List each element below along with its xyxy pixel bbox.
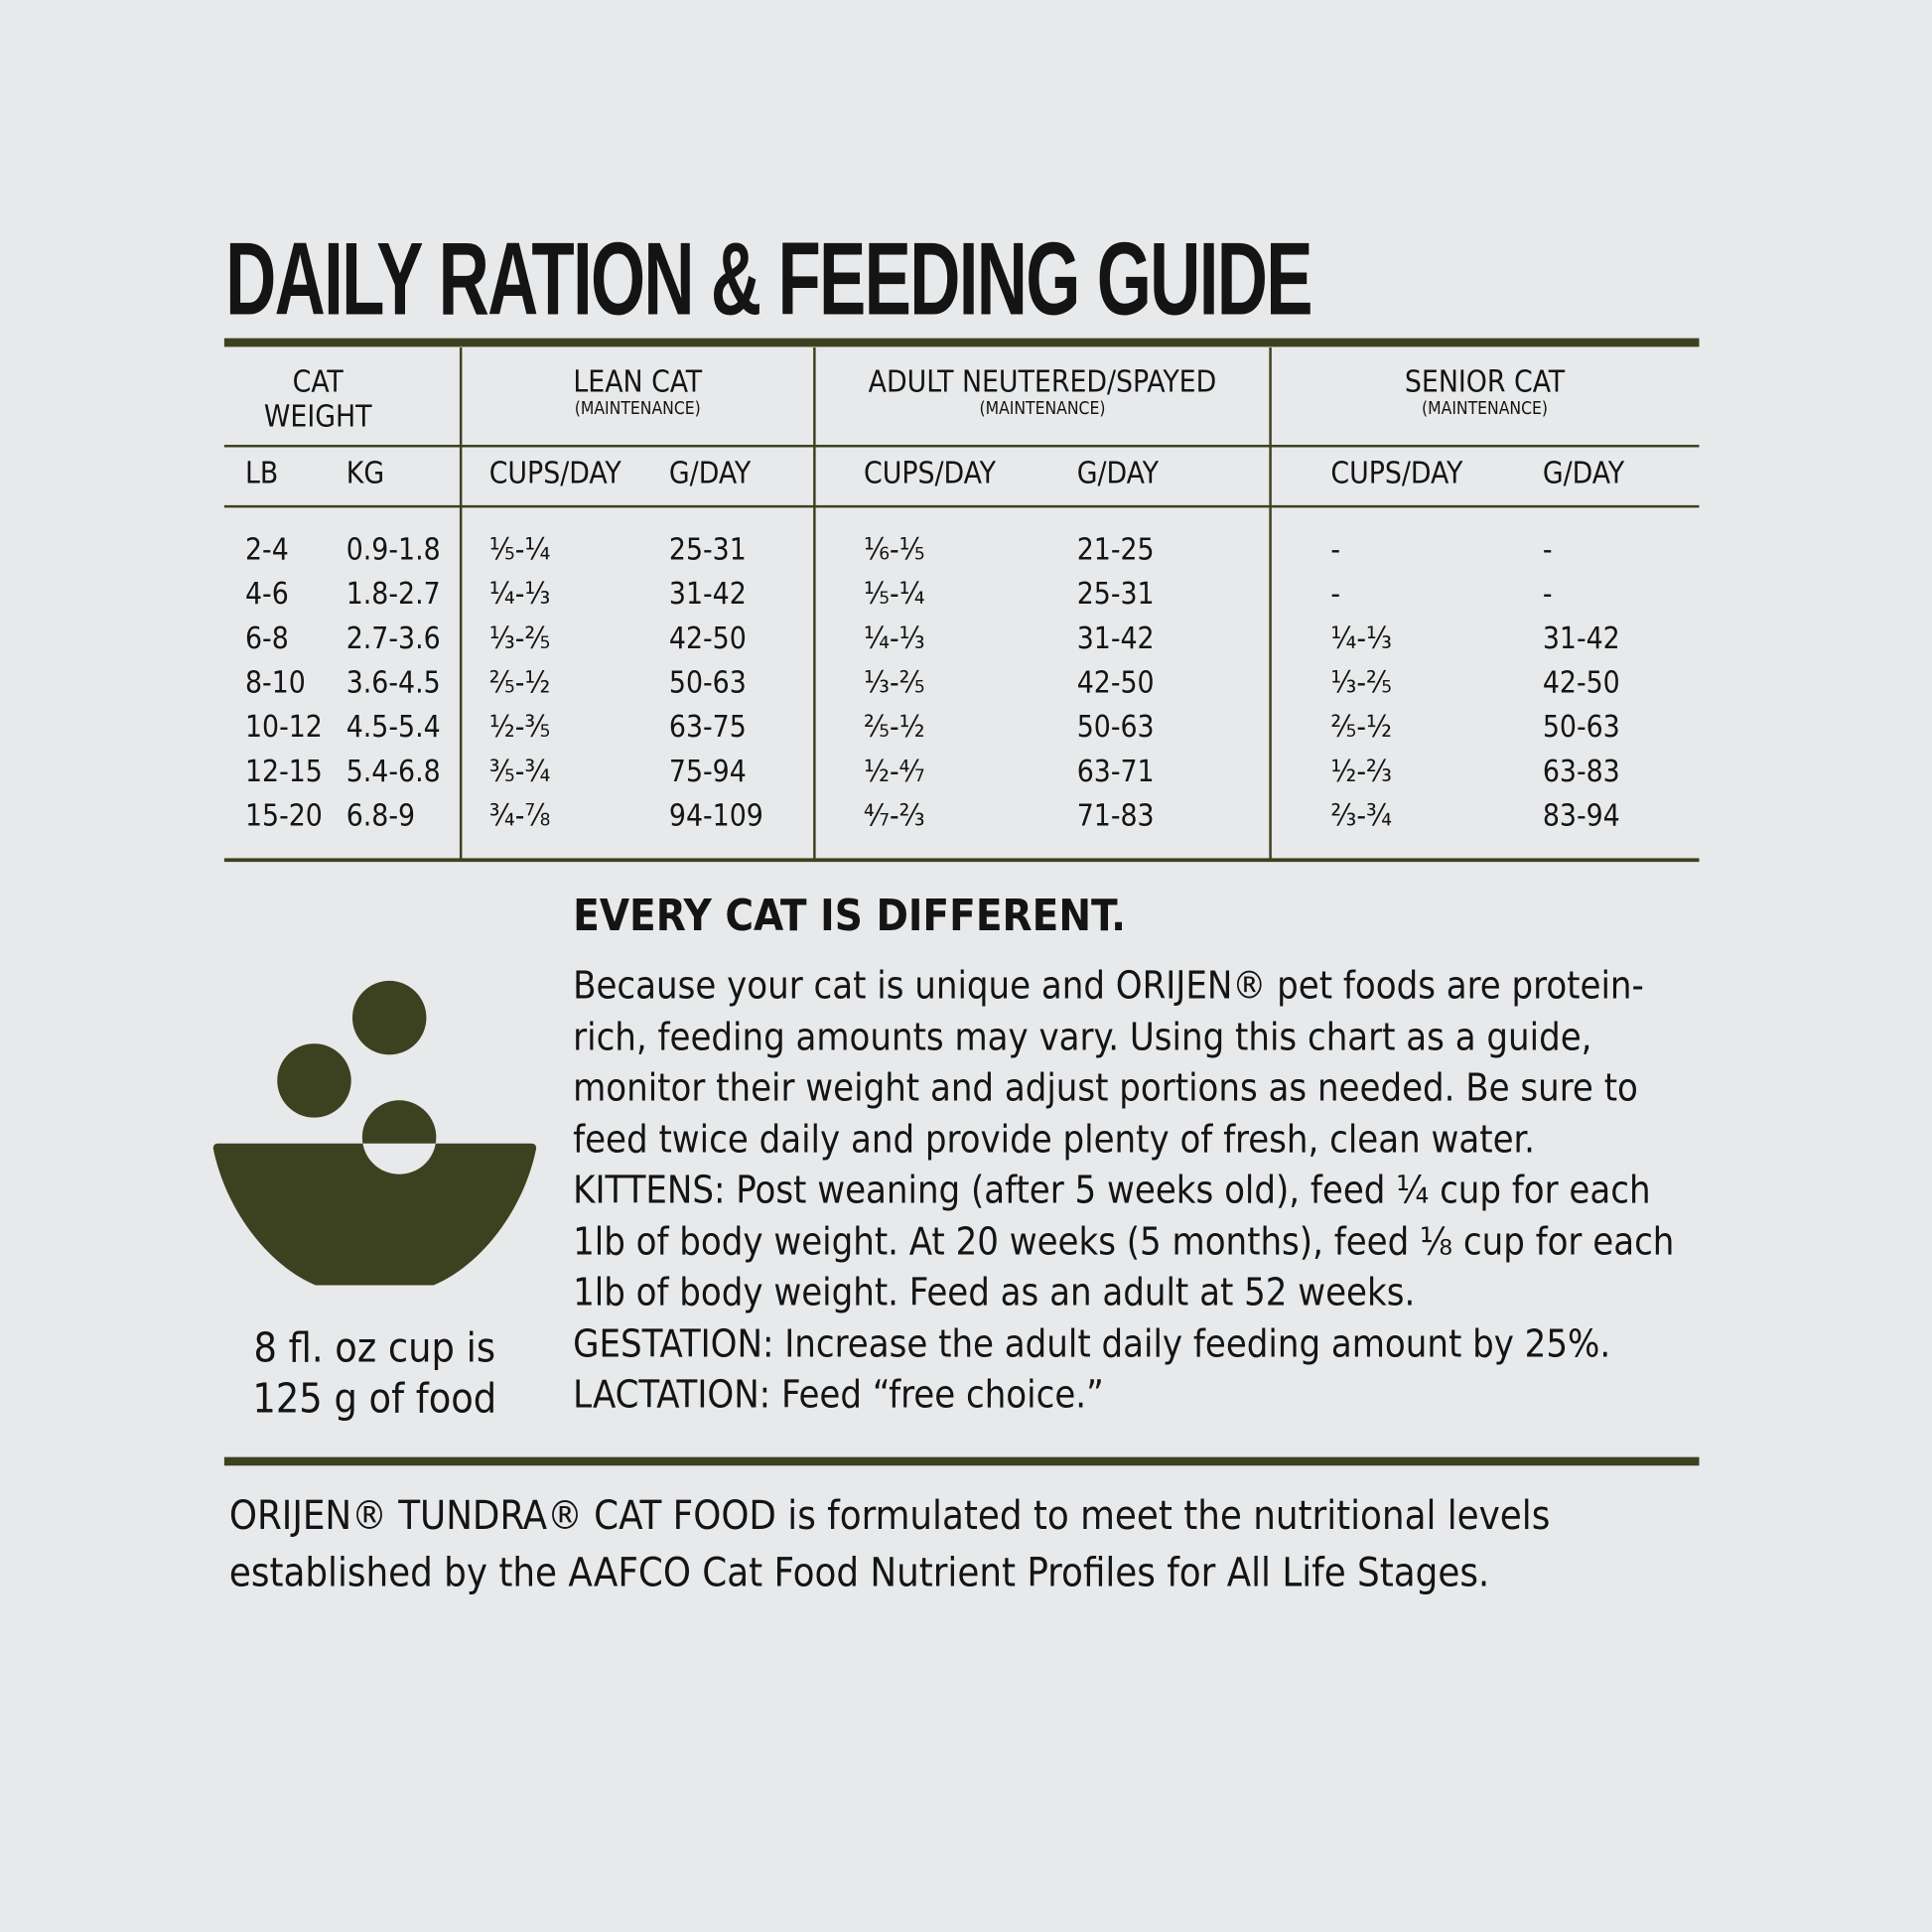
group-title: ADULT NEUTERED/SPAYED [868, 364, 1217, 400]
note-paragraph: LACTATION: Feed “free choice.” [573, 1373, 1104, 1418]
table-cell: ¼-⅓ [488, 576, 551, 612]
table-cell: ¼-⅓ [1330, 621, 1393, 656]
column-header: CUPS/DAY [864, 456, 997, 490]
table-cell: ⅙-⅕ [864, 532, 925, 567]
table-cell: ⅖-½ [488, 665, 551, 700]
bowl [212, 1143, 537, 1286]
table-cell: 21-25 [1076, 532, 1155, 567]
table-cell: 25-31 [668, 532, 747, 567]
group-header: ADULT NEUTERED/SPAYED (MAINTENANCE) [814, 364, 1270, 419]
table-cell: ⅔-¾ [1330, 798, 1393, 833]
column-header: CUPS/DAY [1330, 456, 1463, 490]
group-subtitle: (MAINTENANCE) [574, 399, 701, 419]
table-cell: ½-⅔ [1330, 754, 1393, 789]
table-cell: 8-10 [244, 665, 306, 700]
table-cell: 31-42 [1542, 621, 1620, 656]
table-cell: 6.8-9 [345, 798, 416, 833]
table-cell: 63-71 [1076, 754, 1155, 789]
table-cell: 83-94 [1542, 798, 1620, 833]
table-cell: - [1330, 576, 1341, 612]
table-cell: 6-8 [244, 621, 289, 656]
table-cell: 63-75 [668, 709, 747, 745]
kibble [277, 1043, 351, 1118]
table-cell: 0.9-1.8 [345, 532, 441, 567]
title: DAILY RATION & FEEDING GUIDE [225, 220, 1312, 337]
kibble [351, 980, 427, 1055]
table-cell: ¾-⅞ [488, 798, 551, 833]
group-subtitle: (MAINTENANCE) [1422, 399, 1549, 419]
note-heading: EVERY CAT IS DIFFERENT. [573, 892, 1126, 942]
bowl-caption: 8 fl. oz cup is [253, 1322, 496, 1372]
column-header: LB [244, 456, 279, 490]
table-cell: 25-31 [1076, 576, 1155, 612]
table-cell: 50-63 [1076, 709, 1155, 745]
table-cell: 94-109 [668, 798, 763, 833]
table-cell: ⅕-¼ [488, 532, 551, 567]
table-cell: 31-42 [1076, 621, 1155, 656]
column-header: CUPS/DAY [488, 456, 621, 490]
table-cell: ⅖-½ [1330, 709, 1393, 745]
group-title: SENIOR CAT [1404, 364, 1566, 400]
group-header: LEAN CAT (MAINTENANCE) [461, 364, 814, 419]
table-cell: - [1330, 532, 1341, 567]
footer-text: established by the AAFCO Cat Food Nutrie… [228, 1549, 1490, 1596]
table-cell: 42-50 [1542, 665, 1620, 700]
column-header: G/DAY [1076, 456, 1160, 490]
group-title: CAT WEIGHT [263, 364, 372, 434]
column-header: G/DAY [668, 456, 752, 490]
group-title: LEAN CAT [573, 364, 703, 400]
table-cell: 3.6-4.5 [345, 665, 441, 700]
table-cell: 4.5-5.4 [345, 709, 441, 745]
table-cell: 4-6 [244, 576, 289, 612]
table-cell: 10-12 [244, 709, 323, 745]
table-cell: 63-83 [1542, 754, 1620, 789]
footer-text: ORIJEN® TUNDRA® CAT FOOD is formulated t… [228, 1491, 1551, 1540]
group-header: CAT WEIGHT [244, 364, 392, 434]
table-cell: 12-15 [244, 754, 323, 789]
table-cell: 42-50 [1076, 665, 1155, 700]
table-cell: 75-94 [668, 754, 747, 789]
table-cell: 50-63 [1542, 709, 1620, 745]
table-rules [223, 338, 1700, 1466]
table-cell: ⅓-⅖ [1330, 665, 1393, 700]
table-cell: 15-20 [244, 798, 323, 833]
column-header: G/DAY [1542, 456, 1625, 490]
table-cell: ½-⁴⁄₇ [864, 754, 925, 789]
table-cell: ¼-⅓ [864, 621, 925, 656]
table-cell: ⅖-½ [864, 709, 925, 745]
note-paragraph: Because your cat is unique and ORIJEN® p… [573, 964, 1644, 1162]
bowl-caption: 125 g of food [252, 1373, 497, 1423]
table-cell: - [1542, 576, 1553, 612]
note-text: Because your cat is unique and ORIJEN® p… [573, 961, 1713, 1422]
table-cell: ½-⅗ [488, 709, 551, 745]
group-subtitle: (MAINTENANCE) [979, 399, 1106, 419]
table-cell: 1.8-2.7 [345, 576, 441, 612]
table-cell: 50-63 [668, 665, 747, 700]
table-cell: ⅕-¼ [864, 576, 925, 612]
table-cell: ⅓-⅖ [864, 665, 925, 700]
column-header: KG [345, 456, 385, 490]
kibble-cutout [362, 1143, 436, 1174]
table-cell: ⅓-⅖ [488, 621, 551, 656]
bowl-icon [212, 980, 537, 1286]
table-cell: 2.7-3.6 [345, 621, 441, 656]
table-cell: 5.4-6.8 [345, 754, 441, 789]
note-paragraph: KITTENS: Post weaning (after 5 weeks old… [573, 1169, 1675, 1315]
table-cell: - [1542, 532, 1553, 567]
table-cell: 2-4 [244, 532, 289, 567]
note-paragraph: GESTATION: Increase the adult daily feed… [573, 1322, 1611, 1366]
group-header: SENIOR CAT (MAINTENANCE) [1271, 364, 1700, 419]
table-cell: 31-42 [668, 576, 747, 612]
table-cell: ⅗-¾ [488, 754, 551, 789]
table-cell: 42-50 [668, 621, 747, 656]
table-cell: 71-83 [1076, 798, 1155, 833]
table-cell: ⁴⁄₇-⅔ [864, 798, 925, 833]
